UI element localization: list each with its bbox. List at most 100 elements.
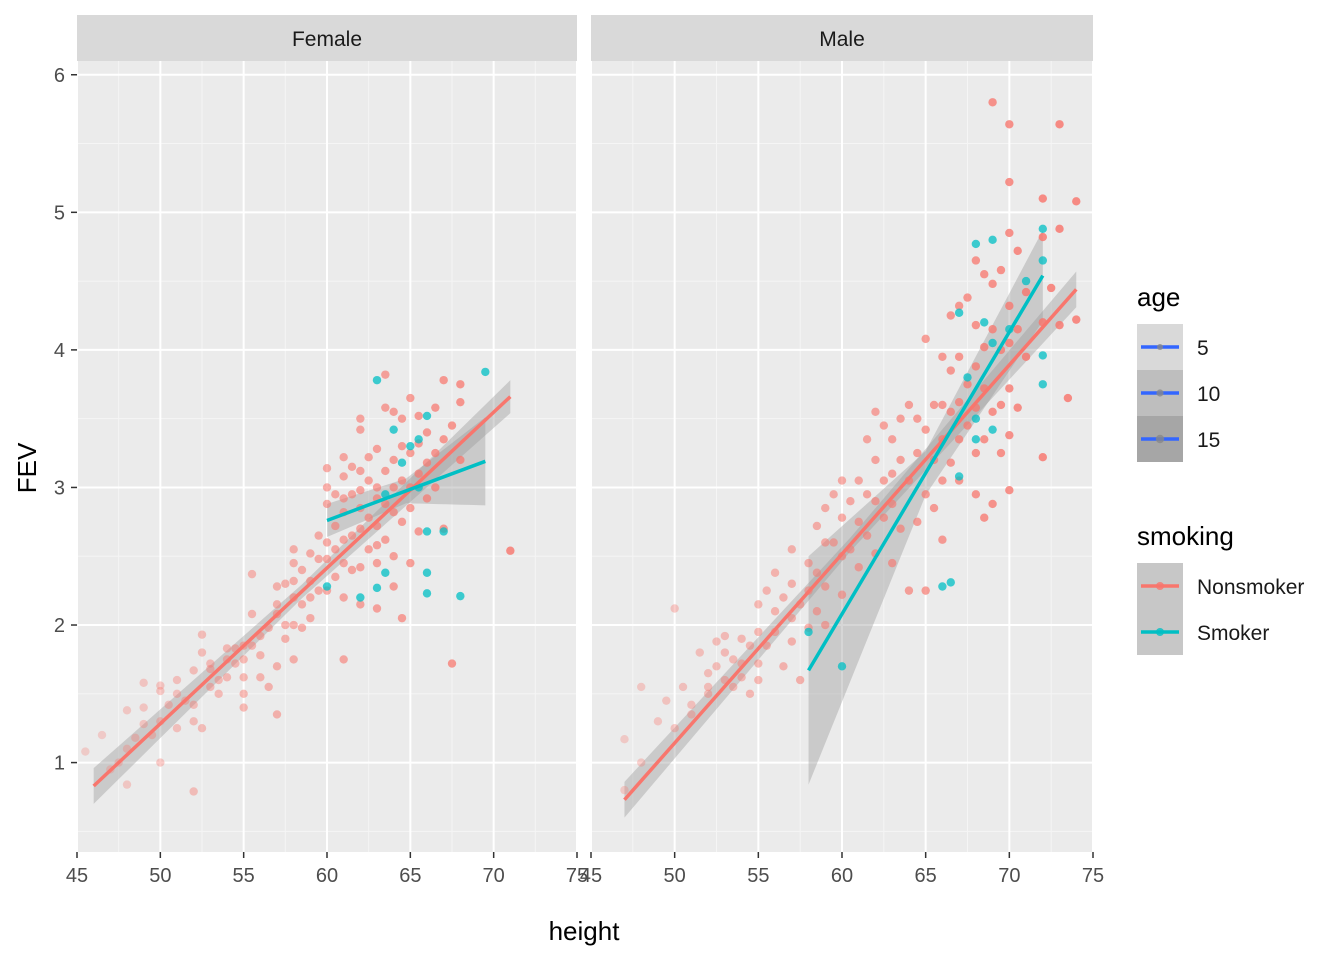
data-point-nonsmoker — [272, 582, 282, 591]
data-point-nonsmoker — [921, 490, 930, 499]
x-tick-label: 50 — [149, 865, 171, 887]
data-point-nonsmoker — [222, 673, 232, 682]
data-point-nonsmoker — [381, 403, 390, 412]
data-point-nonsmoker — [729, 682, 738, 692]
data-point-nonsmoker — [946, 311, 955, 320]
data-point-nonsmoker — [971, 256, 981, 265]
data-point-nonsmoker — [837, 513, 847, 522]
data-point-nonsmoker — [356, 563, 365, 572]
data-point-nonsmoker — [988, 325, 997, 334]
data-point-nonsmoker — [879, 421, 889, 430]
data-point-nonsmoker — [862, 435, 872, 444]
data-point-nonsmoker — [1021, 352, 1031, 361]
data-point-nonsmoker — [447, 421, 457, 430]
data-point-nonsmoker — [422, 458, 432, 467]
data-point-nonsmoker — [1005, 120, 1014, 129]
data-point-nonsmoker — [397, 441, 407, 451]
data-point-nonsmoker — [896, 414, 905, 423]
data-point-nonsmoker — [206, 682, 215, 692]
data-point-nonsmoker — [854, 476, 863, 485]
fit-line-smoker — [326, 459, 486, 523]
data-point-nonsmoker — [439, 375, 448, 385]
data-point-nonsmoker — [381, 499, 390, 509]
data-point-nonsmoker — [988, 499, 997, 509]
data-point-nonsmoker — [97, 730, 107, 740]
data-point-nonsmoker — [281, 634, 290, 643]
data-point-nonsmoker — [1063, 393, 1073, 403]
data-point-nonsmoker — [356, 414, 365, 423]
x-tick-label: 65 — [915, 865, 937, 887]
data-point-nonsmoker — [720, 648, 730, 657]
data-point-nonsmoker — [314, 554, 323, 564]
facet-strip — [77, 15, 577, 61]
data-point-smoker — [971, 435, 981, 444]
data-point-nonsmoker — [829, 490, 838, 499]
data-point-nonsmoker — [862, 531, 872, 540]
x-tick-label: 55 — [233, 865, 255, 887]
data-point-nonsmoker — [854, 517, 863, 527]
data-point-nonsmoker — [795, 675, 805, 685]
data-point-nonsmoker — [921, 334, 930, 344]
data-point-nonsmoker — [779, 593, 788, 602]
facet-strip-label: Female — [292, 28, 362, 51]
data-point-nonsmoker — [1038, 194, 1048, 203]
fit-line-smoker — [807, 274, 1045, 672]
data-point-nonsmoker — [745, 689, 755, 698]
data-point-nonsmoker — [156, 681, 165, 690]
x-tick-label: 70 — [483, 865, 505, 887]
data-point-smoker — [322, 582, 332, 591]
data-point-nonsmoker — [414, 469, 423, 478]
data-point-nonsmoker — [372, 483, 382, 492]
data-point-nonsmoker — [687, 700, 696, 710]
data-point-nonsmoker — [1005, 301, 1014, 311]
data-point-nonsmoker — [871, 455, 880, 465]
data-point-nonsmoker — [888, 469, 897, 478]
legend-label-smoking: Nonsmoker — [1197, 576, 1304, 599]
data-point-nonsmoker — [297, 600, 307, 609]
data-point-smoker — [456, 591, 465, 601]
data-point-nonsmoker — [754, 659, 763, 668]
data-point-nonsmoker — [745, 641, 755, 650]
data-point-nonsmoker — [289, 545, 298, 554]
data-point-nonsmoker — [1038, 232, 1048, 242]
data-point-nonsmoker — [381, 370, 390, 379]
data-point-nonsmoker — [314, 531, 323, 540]
y-tick-label: 6 — [54, 65, 65, 87]
data-point-smoker — [389, 425, 398, 434]
data-point-nonsmoker — [322, 463, 332, 473]
data-point-nonsmoker — [322, 483, 332, 492]
data-point-nonsmoker — [339, 558, 348, 568]
data-point-nonsmoker — [971, 490, 981, 499]
data-point-nonsmoker — [954, 397, 964, 407]
data-point-nonsmoker — [1055, 320, 1064, 330]
data-point-nonsmoker — [372, 541, 382, 550]
data-point-nonsmoker — [963, 421, 972, 430]
data-point-nonsmoker — [406, 503, 415, 513]
data-point-smoker — [422, 411, 432, 421]
data-point-nonsmoker — [779, 662, 788, 671]
data-point-nonsmoker — [139, 719, 148, 729]
data-point-nonsmoker — [331, 521, 340, 531]
data-point-nonsmoker — [837, 590, 847, 599]
data-point-nonsmoker — [653, 717, 663, 726]
data-point-nonsmoker — [787, 545, 796, 554]
data-point-nonsmoker — [1021, 287, 1031, 297]
data-point-nonsmoker — [289, 558, 298, 568]
data-point-nonsmoker — [879, 513, 889, 522]
data-point-nonsmoker — [1005, 228, 1014, 238]
data-point-nonsmoker — [239, 655, 248, 664]
data-point-nonsmoker — [770, 607, 780, 616]
data-point-nonsmoker — [896, 455, 905, 465]
data-point-nonsmoker — [1005, 430, 1014, 440]
data-point-smoker — [837, 662, 847, 671]
data-point-smoker — [988, 338, 997, 348]
data-point-nonsmoker — [888, 435, 897, 444]
x-tick-label: 60 — [831, 865, 853, 887]
fit-line-nonsmoker — [92, 395, 512, 788]
legend: age 5 10 15 smoking Nonsmoker Smoker — [1137, 282, 1304, 655]
y-tick-label: 4 — [54, 340, 65, 362]
data-point-nonsmoker — [812, 568, 822, 577]
data-point-nonsmoker — [339, 472, 348, 481]
data-point-smoker — [422, 589, 432, 598]
x-tick-label: 65 — [399, 865, 421, 887]
